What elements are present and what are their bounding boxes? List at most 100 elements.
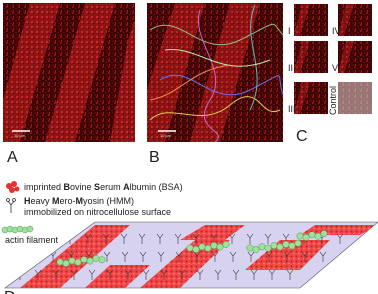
actin-subunit <box>204 244 212 252</box>
myosin <box>84 233 92 244</box>
myosin <box>160 269 168 280</box>
myosin <box>232 269 240 280</box>
stripe <box>45 3 115 142</box>
myosin <box>250 269 258 280</box>
myosin <box>286 269 294 280</box>
myosin <box>156 233 164 244</box>
myosin <box>121 251 129 262</box>
filaments <box>149 4 284 143</box>
stripe <box>294 41 310 73</box>
actin-subunit <box>80 256 88 264</box>
myosin <box>139 251 147 262</box>
image-label: I <box>288 26 291 36</box>
myosin <box>301 251 309 262</box>
panel-b: 10 µm B <box>147 3 284 166</box>
myosin <box>196 269 204 280</box>
stripe <box>338 41 354 73</box>
actin-subunit <box>86 257 94 265</box>
stripe <box>294 82 310 114</box>
actin-subunit <box>210 242 218 250</box>
actin-subunit <box>288 242 296 250</box>
stripe <box>110 20 135 142</box>
image-label: V <box>332 63 338 73</box>
actin-subunit <box>282 240 290 248</box>
image-label: III <box>288 104 296 114</box>
legend-segment: B <box>64 182 71 192</box>
myosin <box>228 233 236 244</box>
stripe <box>190 3 260 142</box>
legend-text: actin filament <box>5 235 59 245</box>
myosin <box>142 269 150 280</box>
myosin <box>120 233 128 244</box>
actin-subunit <box>92 254 100 262</box>
actin-filaments <box>56 230 328 267</box>
myosin <box>157 251 165 262</box>
myosin <box>70 269 78 280</box>
myosin <box>102 233 110 244</box>
myosin <box>265 251 273 262</box>
actin-subunit <box>74 258 82 266</box>
myosin <box>247 251 255 262</box>
legend-segment: A <box>123 182 130 192</box>
myosin <box>264 233 272 244</box>
panel-label: D <box>4 289 16 294</box>
actin-subunit <box>252 245 260 253</box>
legend-text: imprinted Bovine Serum Albumin (BSA) <box>24 182 183 192</box>
myosin <box>319 251 327 262</box>
legend-segment: erum <box>100 182 123 192</box>
image-label: Control <box>328 86 338 115</box>
myosin <box>211 251 219 262</box>
stripe <box>3 3 60 142</box>
legend-segment: H <box>24 196 31 206</box>
stripe <box>147 3 205 142</box>
actin-subunit <box>320 230 328 238</box>
legend-segment: S <box>94 182 100 192</box>
bsa-icon <box>6 181 20 193</box>
actin-subunit <box>246 244 254 252</box>
thumbnail <box>338 82 372 114</box>
legend: imprinted Bovine Serum Albumin (BSA) Heav… <box>1 181 183 245</box>
legend-segment: M <box>52 196 60 206</box>
scale-label: 10 µm <box>160 133 172 138</box>
myosin <box>88 269 96 280</box>
legend-text: Heavy Mero-Myosin (HMM) <box>24 196 134 206</box>
myosin <box>336 233 344 244</box>
actin-subunit <box>62 259 70 267</box>
hmm-icon <box>6 198 16 213</box>
myosin <box>138 233 146 244</box>
actin-subunit <box>264 244 272 252</box>
legend-segment: ero- <box>60 196 76 206</box>
image-label: IV <box>332 26 341 36</box>
actin-subunit <box>198 243 206 251</box>
myosin <box>214 269 222 280</box>
actin-subunit <box>56 258 64 266</box>
panel-label: C <box>296 128 308 145</box>
legend-segment: lbumin (BSA) <box>130 182 183 192</box>
actin-icon <box>1 225 34 234</box>
actin-subunit <box>276 243 284 251</box>
myosin <box>175 251 183 262</box>
actin-subunit <box>192 245 200 253</box>
actin-subunit <box>270 242 278 250</box>
myosin <box>103 251 111 262</box>
myosin <box>210 233 218 244</box>
actin-subunit <box>258 243 266 251</box>
actin-subunit <box>308 231 316 239</box>
actin-subunit <box>186 244 194 252</box>
myosin <box>106 269 114 280</box>
myosin <box>34 269 42 280</box>
myosin <box>193 251 201 262</box>
stripe <box>294 4 310 36</box>
legend-segment: M <box>76 196 84 206</box>
legend-segment: eavy <box>31 196 53 206</box>
image-label: II <box>288 63 293 73</box>
legend-segment: immobilized on nitrocellulose surface <box>24 207 171 217</box>
myosin <box>124 269 132 280</box>
panel-label: B <box>149 149 160 166</box>
actin-subunit <box>302 233 310 241</box>
actin-subunit <box>294 239 302 247</box>
myosin <box>283 251 291 262</box>
actin-subunit <box>216 243 224 251</box>
